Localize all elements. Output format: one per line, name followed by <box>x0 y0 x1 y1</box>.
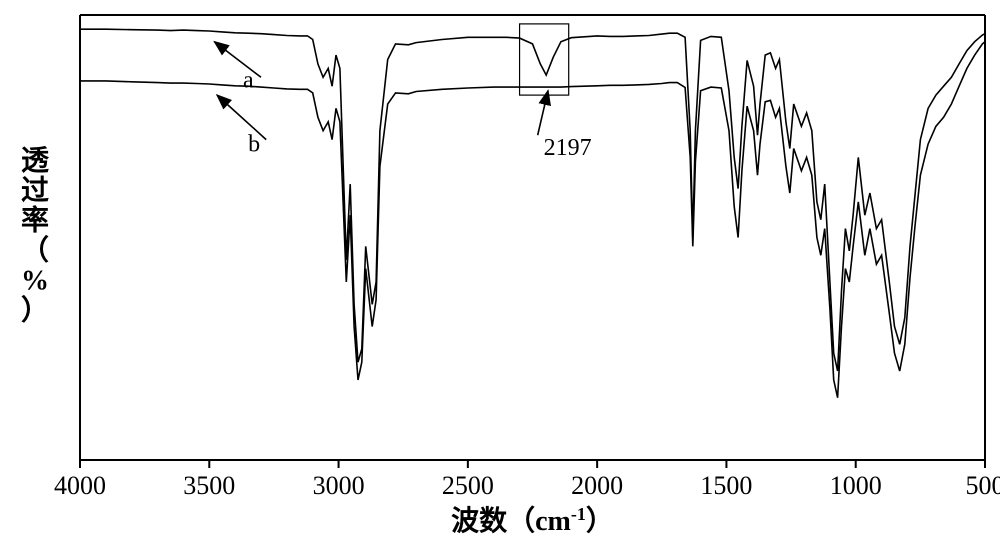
x-ticks: 4000 3500 3000 2500 2000 1500 1000 500 <box>54 460 1000 500</box>
x-axis-label: 波数（cm-1） <box>451 504 614 537</box>
highlight-box <box>520 24 569 95</box>
x-tick-label: 1000 <box>830 471 882 500</box>
annotation-arrow <box>214 42 261 78</box>
axes <box>80 15 985 460</box>
x-tick-label: 500 <box>966 471 1000 500</box>
x-tick-label: 3500 <box>183 471 235 500</box>
annotation-label: 2197 <box>544 135 592 161</box>
ir-spectrum-chart: 4000 3500 3000 2500 2000 1500 1000 500 a b 2197 波… <box>0 0 1000 546</box>
x-tick-label: 1500 <box>700 471 752 500</box>
x-tick-label: 2000 <box>571 471 623 500</box>
annotation-label: b <box>248 132 260 158</box>
x-tick-label: 3000 <box>313 471 365 500</box>
x-tick-label: 4000 <box>54 471 106 500</box>
annotation-label: a <box>243 67 254 93</box>
y-axis-label: 透过率（%） <box>21 145 50 327</box>
annotation-arrow <box>538 91 548 135</box>
x-tick-label: 2500 <box>442 471 494 500</box>
spectrum-a <box>80 29 985 371</box>
chart-svg: 4000 3500 3000 2500 2000 1500 1000 500 a b 2197 波… <box>0 0 1000 546</box>
annotations: a b 2197 <box>214 42 591 161</box>
